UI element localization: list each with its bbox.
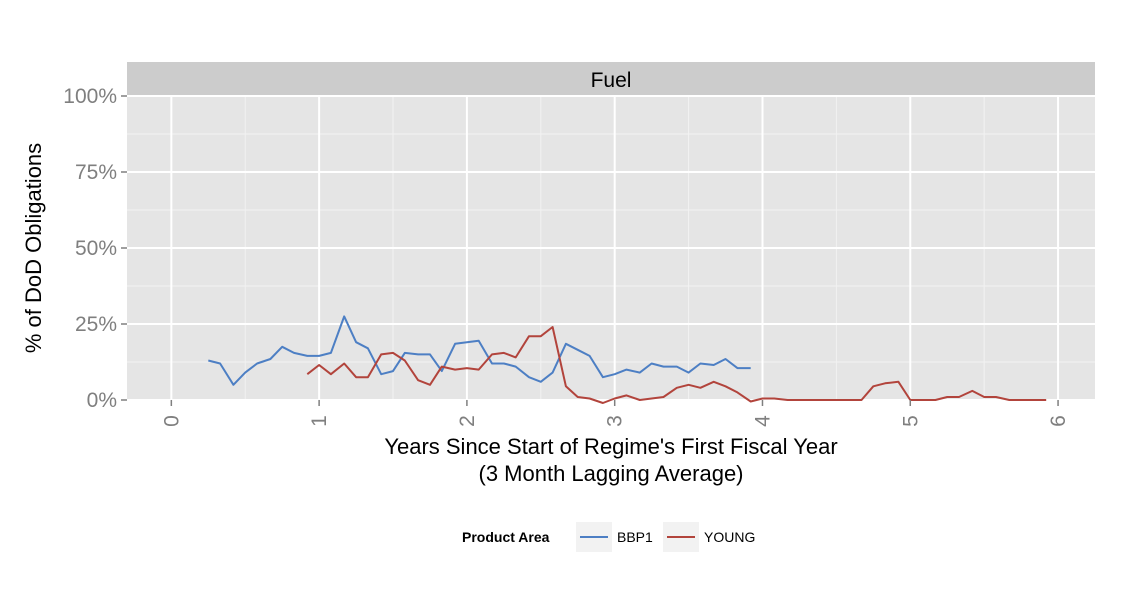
x-tick-label: 1 (308, 415, 331, 427)
y-axis-title: % of DoD Obligations (21, 143, 46, 353)
y-tick-label: 0% (87, 389, 117, 412)
y-tick-label: 25% (75, 313, 117, 336)
y-tick-label: 100% (63, 85, 117, 108)
series-line-bbp1 (208, 315, 751, 386)
x-axis-title-line2: (3 Month Lagging Average) (479, 461, 744, 486)
facet-label: Fuel (591, 69, 632, 92)
x-tick-label: 6 (1047, 415, 1070, 427)
y-axis: 0% 25% 50% 75% 100% (63, 85, 127, 412)
x-tick-label: 5 (899, 415, 922, 427)
series-lines (208, 315, 1047, 404)
legend-label-bbp1: BBP1 (617, 529, 653, 545)
series-line-young (306, 326, 1047, 404)
legend-label-young: YOUNG (704, 529, 755, 545)
x-tick-label: 2 (456, 415, 479, 427)
facet-strip (127, 62, 1095, 96)
x-axis: 0 1 2 3 4 5 6 (160, 400, 1070, 427)
legend: Product Area BBP1 YOUNG (462, 522, 755, 552)
y-tick-label: 75% (75, 161, 117, 184)
grid-lines (127, 95, 1095, 401)
y-tick-label: 50% (75, 237, 117, 260)
x-tick-label: 3 (604, 415, 627, 427)
legend-title: Product Area (462, 529, 550, 545)
x-axis-title-line1: Years Since Start of Regime's First Fisc… (384, 434, 837, 459)
x-tick-label: 4 (751, 415, 774, 427)
x-tick-label: 0 (160, 415, 183, 427)
